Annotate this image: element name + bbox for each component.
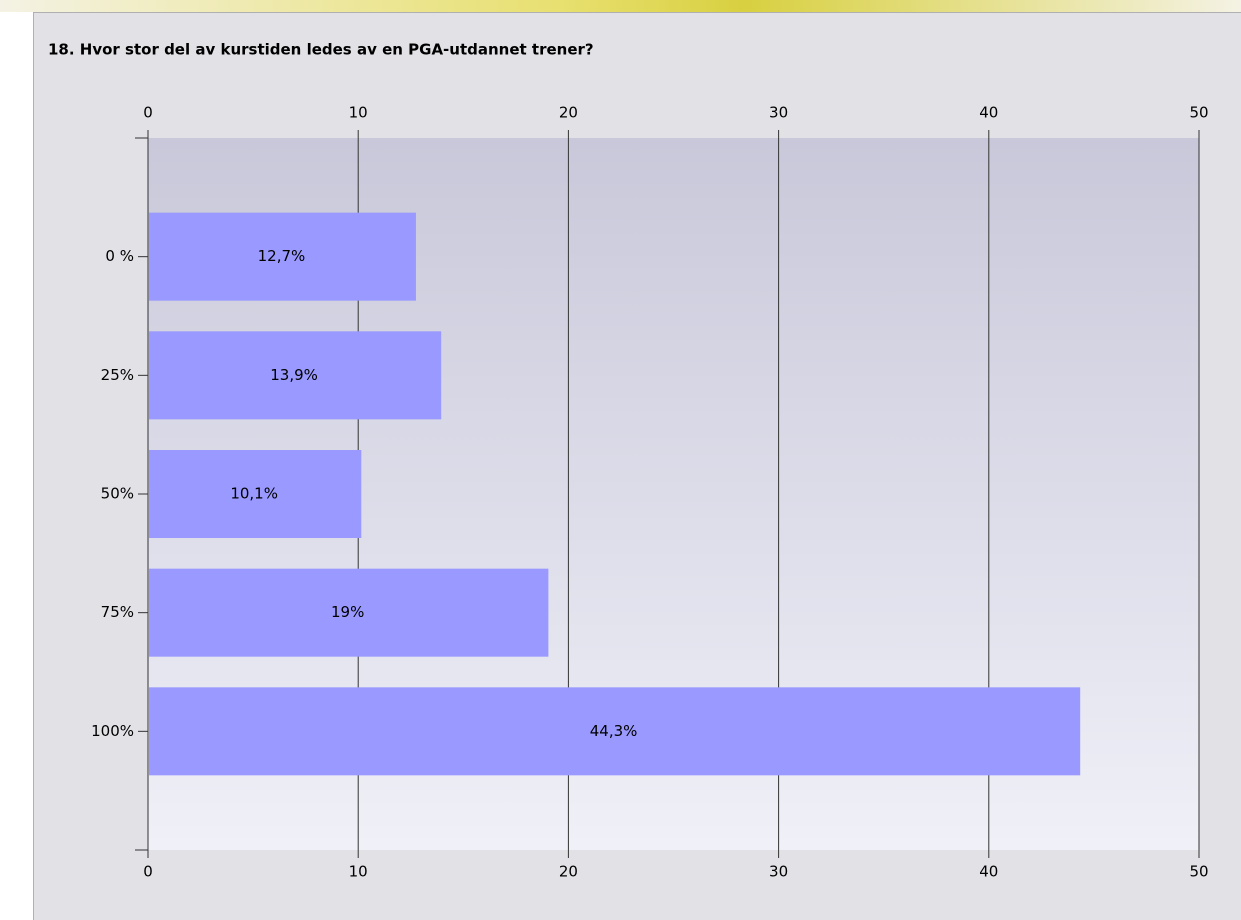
value-label: 19% (331, 603, 364, 621)
value-label: 10,1% (230, 485, 278, 503)
x-tick-label: 40 (979, 863, 998, 881)
y-tick-label: 50% (101, 485, 134, 503)
y-tick-label: 100% (91, 722, 134, 740)
y-tick-label: 75% (101, 603, 134, 621)
x-tick-label: 40 (979, 104, 998, 122)
bar (149, 331, 442, 420)
value-label: 12,7% (258, 247, 306, 265)
header-strip (0, 0, 1241, 12)
x-tick-label: 20 (559, 863, 578, 881)
x-tick-label: 10 (349, 863, 368, 881)
x-tick-label: 10 (349, 104, 368, 122)
y-tick-label: 25% (101, 366, 134, 384)
x-tick-label: 50 (1189, 863, 1208, 881)
chart-title: 18. Hvor stor del av kurstiden ledes av … (48, 41, 594, 59)
bar (149, 212, 416, 301)
x-tick-label: 0 (143, 104, 153, 122)
y-tick-label: 0 % (105, 247, 134, 265)
value-label: 13,9% (270, 366, 318, 384)
x-tick-label: 50 (1189, 104, 1208, 122)
bar (149, 450, 362, 538)
x-tick-label: 30 (769, 104, 788, 122)
x-tick-label: 30 (769, 863, 788, 881)
x-tick-label: 20 (559, 104, 578, 122)
bar (149, 568, 549, 657)
value-label: 44,3% (590, 722, 638, 740)
x-tick-label: 0 (143, 863, 153, 881)
bar (149, 687, 1081, 776)
